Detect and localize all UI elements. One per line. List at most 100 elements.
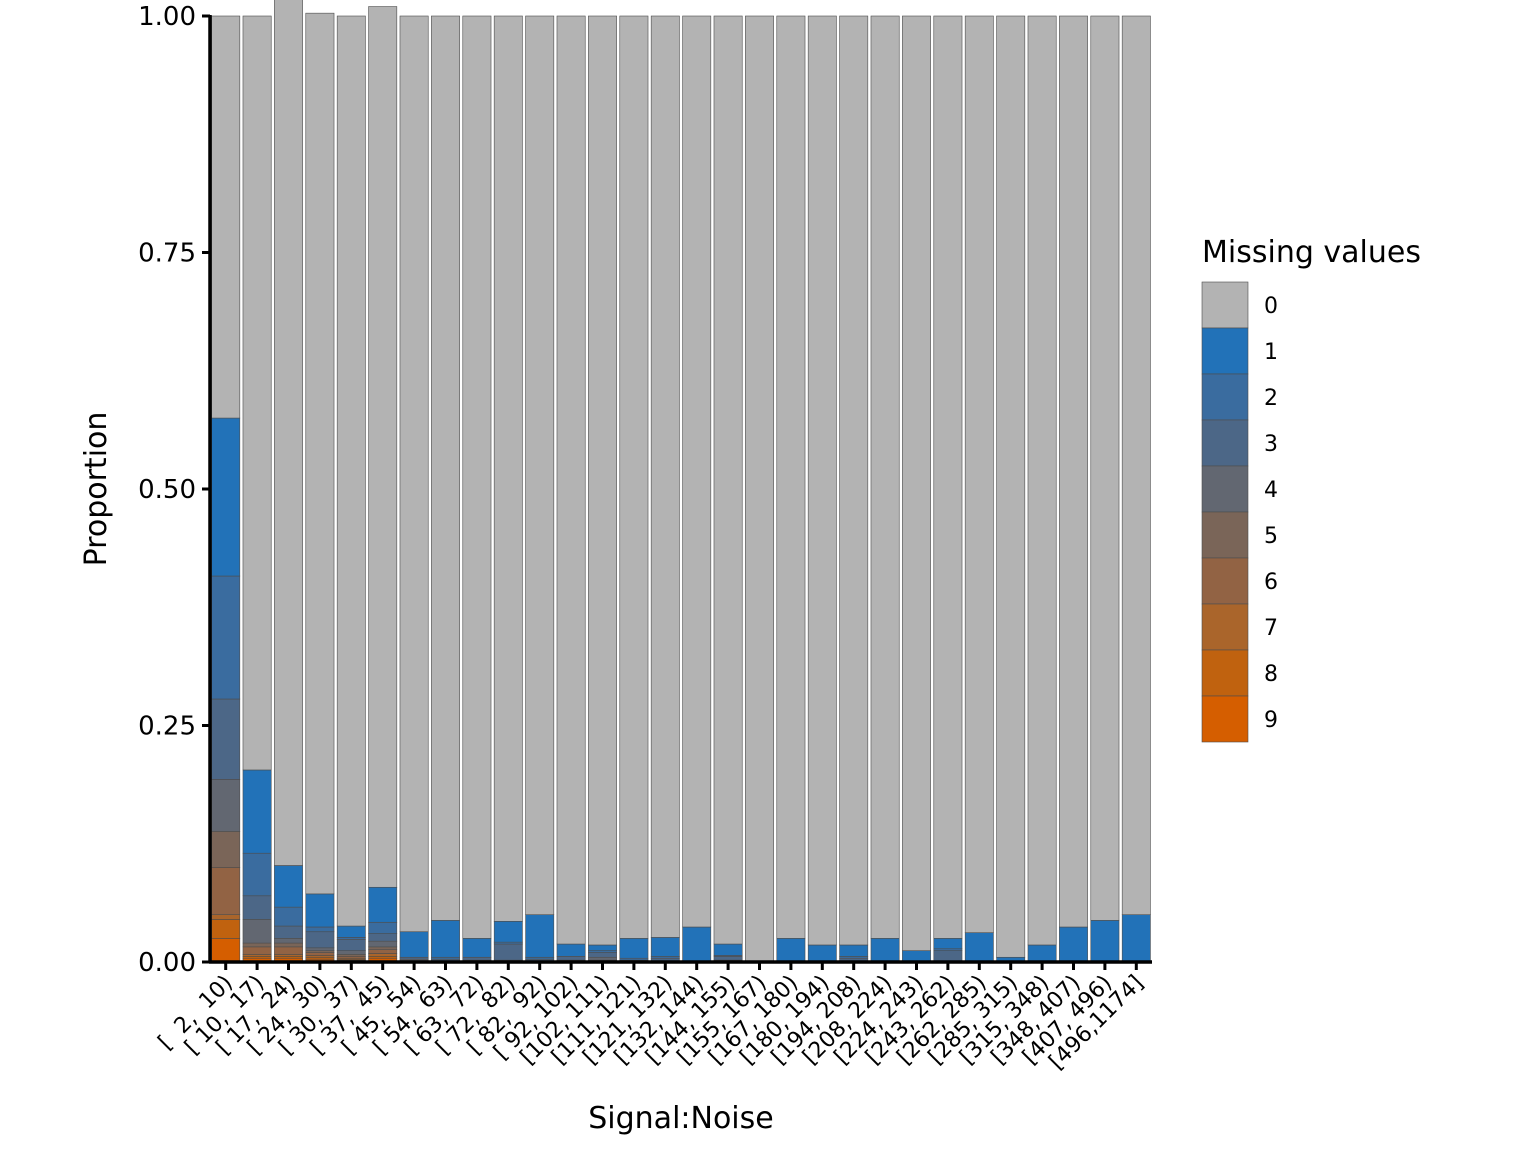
y-tick-label: 0.25 [138, 712, 196, 742]
bar-segment-3 [556, 956, 586, 961]
bar-segment-2 [274, 906, 303, 927]
bar-segment-0 [776, 15, 806, 939]
bar-segment-0 [745, 15, 774, 963]
bar-segment-0 [588, 15, 617, 946]
legend-label: 1 [1264, 340, 1278, 365]
bar-segment-1 [399, 931, 429, 958]
bar-segment-1 [462, 938, 492, 958]
y-tick-label: 0.00 [138, 948, 196, 978]
y-tick-label: 0.50 [138, 475, 196, 505]
bar-segment-1 [242, 769, 272, 854]
legend-label: 9 [1264, 708, 1278, 733]
bar-segment-0 [399, 15, 429, 933]
legend-key-2 [1201, 373, 1249, 421]
bar-segment-0 [211, 15, 241, 419]
bar-segment-4 [305, 947, 335, 951]
y-tick-label: 0.75 [138, 239, 196, 269]
bar-segment-4 [274, 938, 303, 944]
legend-label: 6 [1264, 570, 1278, 595]
legend-label: 3 [1264, 432, 1278, 457]
bar-segment-9 [211, 938, 241, 963]
legend-key-3 [1201, 419, 1249, 467]
legend-label: 5 [1264, 524, 1278, 549]
bar-segment-3 [242, 895, 272, 920]
legend-key-9 [1201, 695, 1249, 743]
bar-segment-7 [368, 953, 398, 957]
bar-segment-3 [588, 952, 617, 958]
legend: Missing values 0 1 2 3 4 5 6 7 8 9 [1201, 235, 1421, 743]
bar-segment-1 [964, 932, 994, 963]
bar-segment-1 [588, 944, 617, 951]
bar-segment-0 [1121, 15, 1151, 916]
bar-segment-4 [211, 779, 241, 832]
bar-segment-1 [525, 914, 555, 958]
legend-key-4 [1201, 465, 1249, 513]
legend-label: 8 [1264, 662, 1278, 687]
bar-segment-3 [462, 956, 492, 961]
bar-segment-0 [1027, 15, 1057, 946]
bar-segment-0 [902, 15, 931, 951]
bar-segment-1 [933, 938, 963, 950]
legend-key-6 [1201, 557, 1249, 605]
bar-segment-2 [368, 921, 398, 934]
bar-segment-3 [274, 925, 303, 939]
bar-segment-6 [242, 946, 272, 955]
bar-segment-6 [211, 867, 241, 916]
bar-segment-0 [462, 15, 492, 939]
bar-segment-1 [713, 943, 743, 956]
bar-segment-5 [368, 946, 398, 950]
legend-label: 2 [1264, 386, 1278, 411]
bar-segment-4 [368, 940, 398, 948]
bar-segment-0 [870, 15, 900, 939]
y-axis-title: Proportion [79, 412, 114, 567]
bar-segment-2 [305, 926, 335, 933]
bar-segment-1 [211, 417, 241, 577]
y-axis: 0.00 0.25 0.50 0.75 1.00 [138, 2, 212, 978]
bar-segment-0 [431, 15, 460, 921]
bar-segment-6 [368, 949, 398, 954]
legend-key-0 [1201, 281, 1249, 329]
bar-segment-4 [242, 919, 272, 944]
bar-segment-1 [870, 938, 900, 963]
bar-segment-2 [211, 575, 241, 700]
bar-segment-0 [682, 15, 712, 928]
bar-segment-0 [619, 15, 649, 939]
x-axis-title: Signal:Noise [588, 1101, 773, 1136]
bar-segment-0 [650, 15, 680, 938]
bar-segment-1 [1090, 920, 1120, 963]
bar-segment-0 [1059, 15, 1088, 928]
bar-segment-5 [274, 942, 303, 948]
legend-label: 4 [1264, 478, 1278, 503]
bar-segment-3 [713, 956, 743, 961]
bar-segment-0 [996, 15, 1026, 958]
bar-segment-0 [713, 15, 743, 945]
y-tick-label: 1.00 [138, 2, 196, 32]
bar-segment-5 [211, 831, 241, 868]
bar-segment-0 [274, 0, 303, 866]
bars-layer [211, 0, 1151, 963]
legend-key-8 [1201, 649, 1249, 697]
bar-segment-6 [305, 952, 335, 956]
bar-segment-0 [525, 15, 555, 916]
bar-segment-0 [305, 12, 335, 895]
bar-segment-1 [1027, 944, 1057, 963]
bar-segment-3 [493, 943, 523, 961]
bar-segment-1 [368, 886, 398, 923]
legend-title: Missing values [1202, 235, 1421, 270]
bar-segment-7 [211, 914, 241, 920]
bar-segment-0 [807, 15, 837, 946]
bar-segment-0 [1090, 15, 1120, 921]
bar-segment-1 [274, 865, 303, 908]
bar-segment-0 [556, 15, 586, 945]
legend-key-7 [1201, 603, 1249, 651]
bar-segment-2 [242, 852, 272, 897]
bar-segment-5 [242, 942, 272, 948]
legend-label: 0 [1264, 294, 1278, 319]
bar-segment-1 [556, 943, 586, 957]
bar-segment-4 [588, 956, 617, 961]
bar-segment-1 [839, 944, 869, 957]
bar-segment-0 [839, 15, 869, 946]
bar-segment-4 [336, 950, 366, 955]
bar-segment-0 [242, 15, 272, 771]
